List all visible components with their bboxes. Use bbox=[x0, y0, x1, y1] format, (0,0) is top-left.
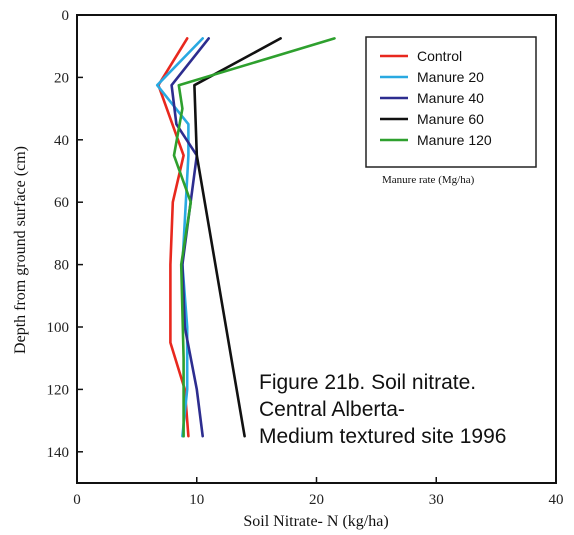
legend-item-label: Manure 40 bbox=[417, 90, 484, 106]
y-tick-label: 0 bbox=[62, 8, 70, 24]
y-tick-label: 120 bbox=[47, 382, 70, 398]
y-tick-label: 20 bbox=[54, 70, 69, 86]
legend-title: Manure rate (Mg/ha) bbox=[382, 174, 475, 186]
y-tick-label: 140 bbox=[47, 445, 70, 461]
y-tick-label: 100 bbox=[47, 320, 70, 336]
y-tick-label: 60 bbox=[54, 195, 69, 211]
series-line-manure-40 bbox=[170, 37, 210, 438]
legend-item-label: Control bbox=[417, 48, 462, 64]
series-layer bbox=[155, 37, 336, 438]
legend-item-label: Manure 60 bbox=[417, 111, 484, 127]
x-tick-label: 0 bbox=[73, 492, 81, 508]
series-line-manure-120 bbox=[172, 37, 336, 438]
legend-box bbox=[365, 36, 537, 168]
caption-line: Medium textured site 1996 bbox=[259, 425, 506, 448]
caption-line: Central Alberta- bbox=[259, 398, 405, 421]
x-axis-label: Soil Nitrate- N (kg/ha) bbox=[243, 513, 388, 530]
x-tick-label: 20 bbox=[309, 492, 324, 508]
x-tick-label: 30 bbox=[429, 492, 444, 508]
caption-line: Figure 21b. Soil nitrate. bbox=[259, 371, 476, 394]
series-line-manure-20 bbox=[155, 37, 204, 438]
y-tick-label: 40 bbox=[54, 133, 69, 149]
x-tick-label: 10 bbox=[189, 492, 204, 508]
series-line-manure-60 bbox=[193, 37, 282, 438]
y-axis-label: Depth from ground surface (cm) bbox=[12, 146, 29, 354]
figure-caption: Figure 21b. Soil nitrate. Central Albert… bbox=[259, 371, 506, 448]
legend-item-label: Manure 20 bbox=[417, 69, 484, 85]
legend-item-label: Manure 120 bbox=[417, 132, 492, 148]
x-tick-label: 40 bbox=[549, 492, 564, 508]
legend: Control Manure 20 Manure 40 Manure 60 Manure… bbox=[365, 36, 537, 168]
axis-ticks: 0 10 20 30 40 0 20 40 60 80 100 120 140 bbox=[47, 8, 564, 508]
y-tick-label: 80 bbox=[54, 258, 69, 274]
